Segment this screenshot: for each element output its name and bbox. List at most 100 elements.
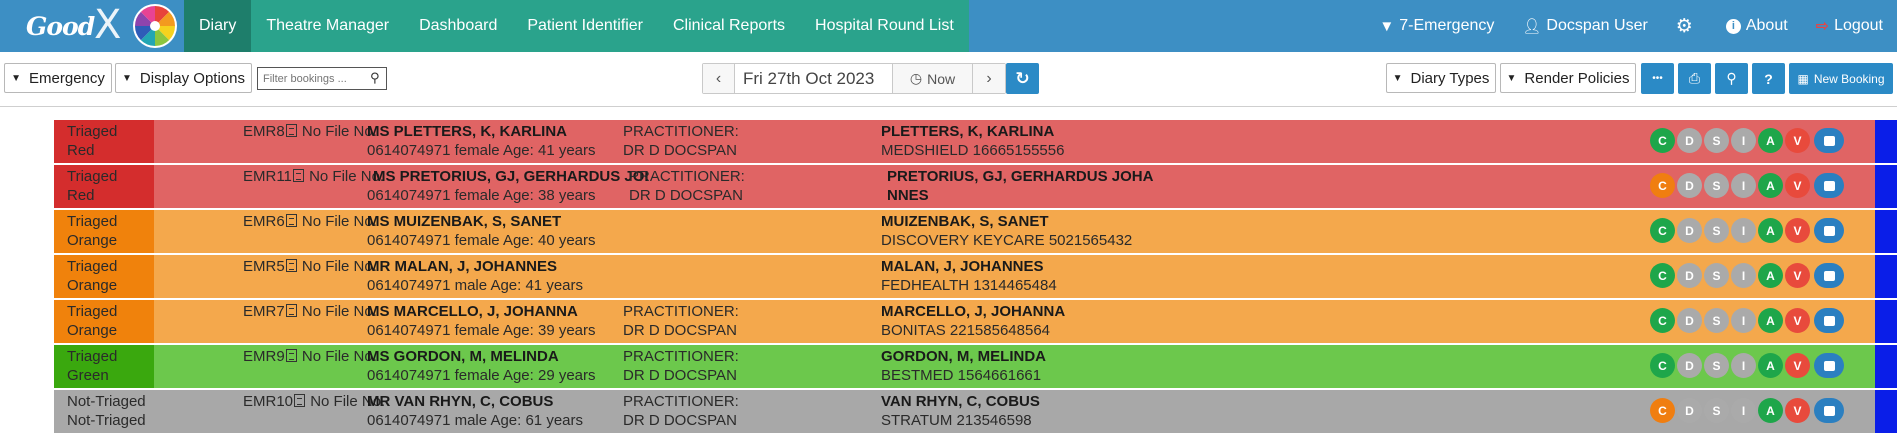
notes-button[interactable]	[1814, 218, 1844, 243]
patient-name[interactable]: MS MUIZENBAK, S, SANET	[367, 213, 562, 230]
date-display[interactable]: Fri 27th Oct 2023	[735, 64, 893, 93]
booking-row[interactable]: Triaged Orange EMR7 No File No. MS MARCELLO…	[54, 300, 1897, 343]
tab-theatre-manager[interactable]: Theatre Manager	[266, 17, 390, 34]
booking-row[interactable]: Triaged Red EMR11 No File No. MS PRETORIUS,…	[54, 165, 1897, 208]
booking-row[interactable]: Triaged Red EMR8 No File No. MS PLETTERS, K…	[54, 120, 1897, 163]
logout-link[interactable]: ⇨ Logout	[1816, 16, 1883, 36]
action-d-button[interactable]: D	[1677, 218, 1702, 243]
action-i-button[interactable]: I	[1731, 353, 1756, 378]
settings-button[interactable]: ⚙	[1676, 15, 1698, 38]
action-i-button[interactable]: I	[1731, 128, 1756, 153]
search-icon: ⚲	[370, 70, 380, 85]
booking-row[interactable]: Triaged Orange EMR5 No File No. MR MALAN, J…	[54, 255, 1897, 298]
action-c-button[interactable]: C	[1650, 173, 1675, 198]
action-v-button[interactable]: V	[1785, 398, 1810, 423]
more-options-button[interactable]: •••	[1641, 63, 1674, 94]
action-s-button[interactable]: S	[1704, 218, 1729, 243]
tab-diary[interactable]: Diary	[184, 0, 252, 52]
print-button[interactable]: ⎙	[1678, 63, 1711, 94]
app-logo[interactable]: Good X	[0, 0, 184, 52]
patient-name[interactable]: MS MARCELLO, J, JOHANNA	[367, 303, 578, 320]
tab-dashboard[interactable]: Dashboard	[419, 17, 498, 34]
document-icon[interactable]	[285, 349, 297, 362]
notes-button[interactable]	[1814, 308, 1844, 333]
action-d-button[interactable]: D	[1677, 173, 1702, 198]
new-booking-button[interactable]: ▦ New Booking	[1789, 63, 1893, 94]
action-i-button[interactable]: I	[1731, 263, 1756, 288]
booking-row[interactable]: Not-Triaged Not-Triaged EMR10 No File No. M…	[54, 390, 1897, 433]
action-v-button[interactable]: V	[1785, 218, 1810, 243]
action-s-button[interactable]: S	[1704, 398, 1729, 423]
date-navigator: ‹ Fri 27th Oct 2023 ◷ Now ›	[702, 63, 1006, 94]
patient-name[interactable]: MS GORDON, M, MELINDA	[367, 348, 559, 365]
action-s-button[interactable]: S	[1704, 263, 1729, 288]
action-c-button[interactable]: C	[1650, 218, 1675, 243]
action-c-button[interactable]: C	[1650, 308, 1675, 333]
help-button[interactable]: ?	[1752, 63, 1785, 94]
refresh-button[interactable]: ↻	[1006, 63, 1039, 94]
action-d-button[interactable]: D	[1677, 353, 1702, 378]
document-icon[interactable]	[294, 394, 306, 407]
tab-hospital-round-list[interactable]: Hospital Round List	[815, 17, 954, 34]
about-link[interactable]: i About	[1725, 17, 1788, 35]
action-c-button[interactable]: C	[1650, 263, 1675, 288]
action-i-button[interactable]: I	[1731, 308, 1756, 333]
document-icon[interactable]	[285, 304, 297, 317]
action-v-button[interactable]: V	[1785, 128, 1810, 153]
render-policies-button[interactable]: ▼ Render Policies	[1500, 63, 1636, 93]
document-icon[interactable]	[285, 214, 297, 227]
action-i-button[interactable]: I	[1731, 173, 1756, 198]
document-icon[interactable]	[292, 169, 304, 182]
tab-clinical-reports[interactable]: Clinical Reports	[672, 17, 786, 34]
action-i-button[interactable]: I	[1731, 218, 1756, 243]
action-s-button[interactable]: S	[1704, 308, 1729, 333]
action-a-button[interactable]: A	[1758, 398, 1783, 423]
action-a-button[interactable]: A	[1758, 263, 1783, 288]
user-menu[interactable]: 👤︎ Docspan User	[1522, 17, 1647, 35]
next-day-button[interactable]: ›	[973, 64, 1005, 93]
emergency-dropdown-button[interactable]: ▼ Emergency	[4, 63, 112, 93]
action-i-button[interactable]: I	[1731, 398, 1756, 423]
action-c-button[interactable]: C	[1650, 128, 1675, 153]
booking-row[interactable]: Triaged Orange EMR6 No File No. MS MUIZENBA…	[54, 210, 1897, 253]
action-v-button[interactable]: V	[1785, 353, 1810, 378]
patient-name[interactable]: MR VAN RHYN, C, COBUS	[367, 393, 554, 410]
booking-row[interactable]: Triaged Green EMR9 No File No. MS GORDON, M…	[54, 345, 1897, 388]
action-s-button[interactable]: S	[1704, 128, 1729, 153]
action-s-button[interactable]: S	[1704, 353, 1729, 378]
notes-button[interactable]	[1814, 173, 1844, 198]
action-c-button[interactable]: C	[1650, 398, 1675, 423]
action-a-button[interactable]: A	[1758, 128, 1783, 153]
action-a-button[interactable]: A	[1758, 218, 1783, 243]
action-a-button[interactable]: A	[1758, 173, 1783, 198]
action-v-button[interactable]: V	[1785, 308, 1810, 333]
action-d-button[interactable]: D	[1677, 308, 1702, 333]
action-d-button[interactable]: D	[1677, 263, 1702, 288]
row-end-bar	[1875, 165, 1897, 208]
document-icon[interactable]	[285, 124, 297, 137]
tab-patient-identifier[interactable]: Patient Identifier	[527, 17, 643, 34]
display-options-button[interactable]: ▼ Display Options	[115, 63, 252, 93]
patient-name[interactable]: MS PLETTERS, K, KARLINA	[367, 123, 568, 140]
action-d-button[interactable]: D	[1677, 128, 1702, 153]
notes-button[interactable]	[1814, 398, 1844, 423]
notes-button[interactable]	[1814, 353, 1844, 378]
diary-types-button[interactable]: ▼ Diary Types	[1386, 63, 1496, 93]
patient-name[interactable]: MR MALAN, J, JOHANNES	[367, 258, 558, 275]
action-v-button[interactable]: V	[1785, 263, 1810, 288]
patient-name[interactable]: MS PRETORIUS, GJ, GERHARDUS JOI	[373, 168, 649, 185]
action-s-button[interactable]: S	[1704, 173, 1729, 198]
now-button[interactable]: ◷ Now	[893, 64, 973, 93]
document-icon[interactable]	[285, 259, 297, 272]
filter-bookings-input[interactable]	[257, 67, 387, 90]
action-c-button[interactable]: C	[1650, 353, 1675, 378]
emergency-dropdown[interactable]: ▼ 7-Emergency	[1379, 17, 1494, 35]
notes-button[interactable]	[1814, 263, 1844, 288]
search-button[interactable]: ⚲	[1715, 63, 1748, 94]
action-a-button[interactable]: A	[1758, 308, 1783, 333]
prev-day-button[interactable]: ‹	[703, 64, 735, 93]
action-a-button[interactable]: A	[1758, 353, 1783, 378]
notes-button[interactable]	[1814, 128, 1844, 153]
action-v-button[interactable]: V	[1785, 173, 1810, 198]
action-d-button[interactable]: D	[1677, 398, 1702, 423]
